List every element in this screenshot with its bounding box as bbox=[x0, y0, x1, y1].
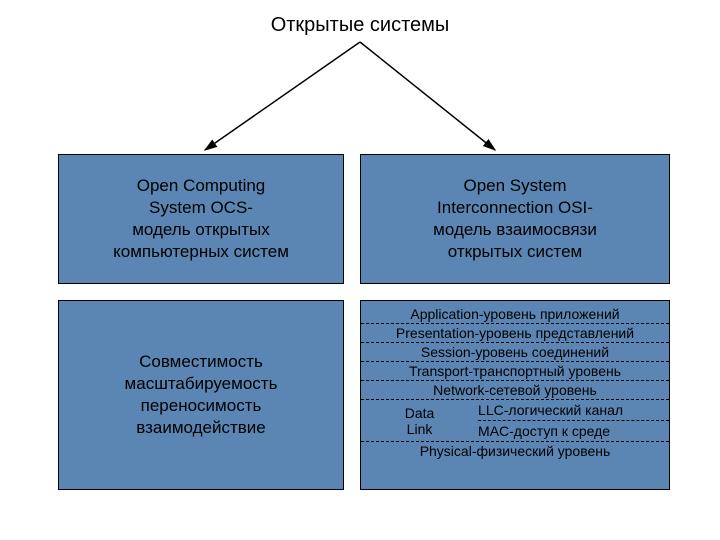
text-line: модель открытых bbox=[132, 219, 270, 241]
osi-definition-box: Open System Interconnection OSI- модель … bbox=[360, 154, 670, 284]
text-line: Link bbox=[361, 421, 478, 437]
datalink-label: Data Link bbox=[361, 400, 478, 441]
osi-layers-box: Application-уровень приложений Presentat… bbox=[360, 300, 670, 490]
text-line: Data bbox=[361, 405, 478, 421]
osi-layer-transport: Transport-транспортный уровень bbox=[361, 362, 669, 381]
osi-layer-application: Application-уровень приложений bbox=[361, 305, 669, 324]
text-line: масштабируемость bbox=[125, 373, 278, 395]
text-line: открытых систем bbox=[448, 241, 582, 263]
text-line: модель взаимосвязи bbox=[433, 219, 597, 241]
text-line: переносимость bbox=[141, 395, 262, 417]
osi-layer-network: Network-сетевой уровень bbox=[361, 381, 669, 400]
ocs-definition-box: Open Computing System OCS- модель открыт… bbox=[58, 154, 344, 284]
osi-layer-datalink: Data Link LLC-логический канал MAC-досту… bbox=[361, 400, 669, 442]
osi-layer-session: Session-уровень соединений bbox=[361, 343, 669, 362]
datalink-sublayers: LLC-логический канал MAC-доступ к среде bbox=[478, 400, 669, 441]
text-line: взаимодействие bbox=[136, 417, 266, 439]
diagram-canvas: Открытые системы Open Computing System O… bbox=[0, 0, 720, 540]
osi-layer-presentation: Presentation-уровень представлений bbox=[361, 324, 669, 343]
text-line: System OCS- bbox=[149, 197, 253, 219]
osi-layer-physical: Physical-физический уровень bbox=[361, 442, 669, 460]
text-line: Совместимость bbox=[139, 351, 263, 373]
text-line: Interconnection OSI- bbox=[437, 197, 593, 219]
text-line: компьютерных систем bbox=[113, 241, 289, 263]
text-line: Open System bbox=[464, 175, 567, 197]
ocs-properties-box: Совместимость масштабируемость переносим… bbox=[58, 300, 344, 490]
datalink-mac: MAC-доступ к среде bbox=[478, 421, 669, 441]
datalink-llc: LLC-логический канал bbox=[478, 400, 669, 421]
text-line: Open Computing bbox=[137, 175, 266, 197]
